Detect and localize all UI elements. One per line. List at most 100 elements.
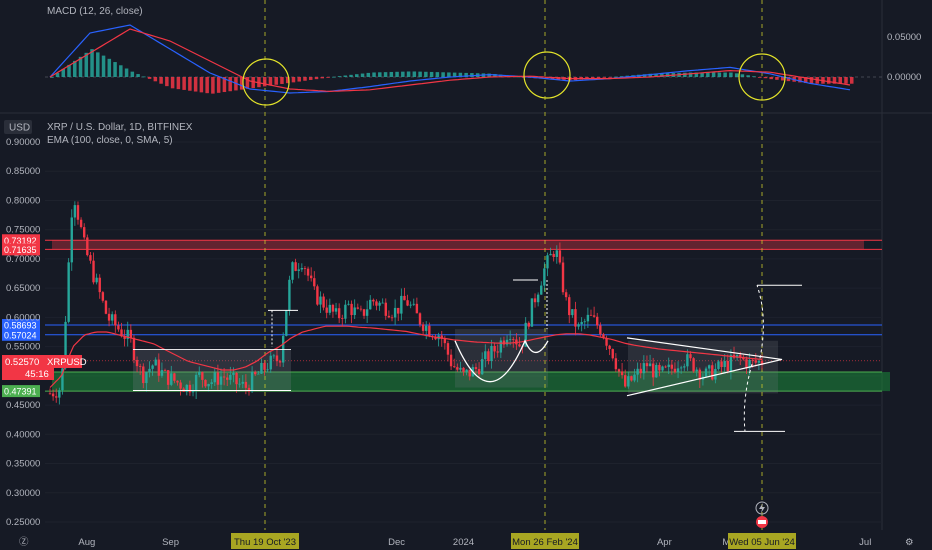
candle-body bbox=[288, 279, 291, 311]
annotation-circle[interactable] bbox=[242, 58, 290, 106]
candle-body bbox=[132, 337, 136, 360]
candle-body bbox=[524, 322, 527, 347]
candle-body bbox=[580, 322, 583, 325]
macd-histogram-bar bbox=[844, 77, 848, 84]
macd-histogram-bar bbox=[343, 75, 348, 77]
candle-body bbox=[344, 304, 347, 319]
macd-histogram-bar bbox=[50, 77, 54, 78]
candle-body bbox=[359, 308, 363, 310]
timezone-icon[interactable]: Ⓩ bbox=[19, 537, 29, 548]
macd-histogram-bar bbox=[694, 72, 699, 77]
candle-body bbox=[757, 360, 761, 363]
candle-body bbox=[179, 382, 182, 389]
macd-histogram-bar bbox=[596, 77, 601, 79]
candle-body bbox=[170, 373, 173, 385]
candle-body bbox=[726, 360, 729, 372]
macd-histogram-bar bbox=[429, 71, 434, 77]
candle-body bbox=[723, 360, 726, 368]
projection-up bbox=[756, 285, 764, 359]
candle-body bbox=[627, 376, 630, 387]
candle-body bbox=[406, 300, 409, 306]
candle-body bbox=[145, 372, 148, 384]
candle-body bbox=[633, 374, 636, 381]
candle-body bbox=[120, 329, 123, 337]
candle-body bbox=[533, 298, 537, 303]
candle-body bbox=[101, 292, 105, 301]
candle-body bbox=[462, 367, 465, 372]
candle-body bbox=[642, 363, 646, 374]
candle-body bbox=[449, 354, 453, 367]
macd-histogram-bar bbox=[550, 77, 555, 80]
cup-handle-pattern[interactable] bbox=[454, 339, 549, 383]
candle-body bbox=[306, 268, 310, 276]
macd-histogram-bar bbox=[729, 72, 733, 77]
candle-body bbox=[135, 359, 139, 367]
candles bbox=[48, 201, 764, 405]
macd-histogram-bar bbox=[654, 73, 658, 77]
candle-body bbox=[568, 297, 571, 316]
candle-body bbox=[201, 372, 204, 380]
candle-body bbox=[456, 367, 459, 370]
macd-histogram-bar bbox=[274, 77, 278, 85]
macd-histogram-bar bbox=[257, 77, 261, 88]
candle-body bbox=[505, 339, 509, 345]
candle-body bbox=[689, 354, 692, 359]
macd-histogram-bar bbox=[378, 72, 382, 77]
macd-y-tick-label: 0.00000 bbox=[887, 72, 921, 83]
candle-body bbox=[154, 359, 157, 366]
candle-body bbox=[89, 255, 92, 261]
macd-histogram-bar bbox=[182, 77, 186, 90]
macd-histogram-bar bbox=[101, 55, 106, 77]
candle-body bbox=[536, 294, 540, 303]
chart-title: XRP / U.S. Dollar, 1D, BITFINEX bbox=[47, 122, 193, 133]
settings-gear-icon[interactable]: ⚙ bbox=[905, 537, 914, 548]
macd-histogram-bar bbox=[188, 77, 192, 91]
macd-histogram-bar bbox=[193, 77, 198, 92]
candle-body bbox=[241, 381, 244, 384]
y-tick-label: 0.65000 bbox=[6, 283, 40, 294]
candle-body bbox=[540, 285, 543, 295]
drawings bbox=[133, 279, 802, 432]
macd-histogram-bar bbox=[332, 76, 336, 78]
last-price-badge bbox=[2, 355, 82, 368]
macd-histogram-bar bbox=[780, 77, 785, 81]
candle-body bbox=[760, 360, 764, 365]
candle-body bbox=[316, 286, 319, 305]
candle-body bbox=[611, 349, 614, 359]
candle-body bbox=[216, 372, 220, 385]
candle-body bbox=[337, 308, 341, 319]
candle-body bbox=[589, 314, 593, 316]
date-highlight-label: Thu 19 Oct '23 bbox=[234, 537, 296, 548]
candle-body bbox=[549, 253, 552, 256]
date-highlight-label: Mon 26 Feb '24 bbox=[512, 537, 578, 548]
candle-body bbox=[138, 366, 142, 367]
candle-body bbox=[263, 362, 266, 370]
candle-body bbox=[51, 393, 55, 397]
candle-body bbox=[188, 384, 192, 393]
candle-body bbox=[194, 374, 198, 391]
candle-body bbox=[163, 370, 167, 371]
currency-badge[interactable] bbox=[4, 120, 32, 134]
candle-body bbox=[104, 300, 108, 314]
macd-histogram-bar bbox=[826, 77, 831, 84]
candle-body bbox=[686, 354, 689, 367]
price-level-label: 0.73192 bbox=[4, 236, 37, 246]
candle-body bbox=[636, 368, 639, 375]
macd-y-tick-label: 0.05000 bbox=[887, 32, 921, 43]
price-level-badge bbox=[2, 328, 40, 341]
price-level-badge bbox=[2, 243, 40, 256]
candle-body bbox=[353, 307, 356, 316]
candle-body bbox=[564, 292, 568, 298]
range-box[interactable] bbox=[455, 329, 548, 388]
lightning-icon[interactable] bbox=[755, 501, 769, 515]
annotation-circle[interactable] bbox=[523, 51, 571, 99]
candle-body bbox=[126, 329, 129, 339]
triangle-pattern[interactable] bbox=[626, 337, 783, 397]
macd-histogram-bar bbox=[803, 77, 808, 84]
candle-body bbox=[558, 250, 562, 263]
candle-body bbox=[739, 354, 742, 358]
candle-body bbox=[390, 317, 394, 319]
date-highlight-badge bbox=[511, 533, 579, 549]
annotation-circle[interactable] bbox=[738, 53, 786, 101]
